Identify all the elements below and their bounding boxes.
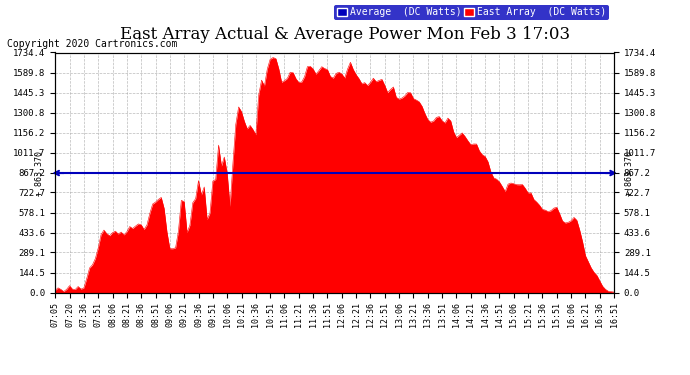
Text: + 863.370: + 863.370 [625,150,634,195]
Text: East Array Actual & Average Power Mon Feb 3 17:03: East Array Actual & Average Power Mon Fe… [120,26,570,43]
Text: Copyright 2020 Cartronics.com: Copyright 2020 Cartronics.com [7,39,177,50]
Legend: Average  (DC Watts), East Array  (DC Watts): Average (DC Watts), East Array (DC Watts… [335,4,609,20]
Text: + 863.370: + 863.370 [35,150,44,195]
